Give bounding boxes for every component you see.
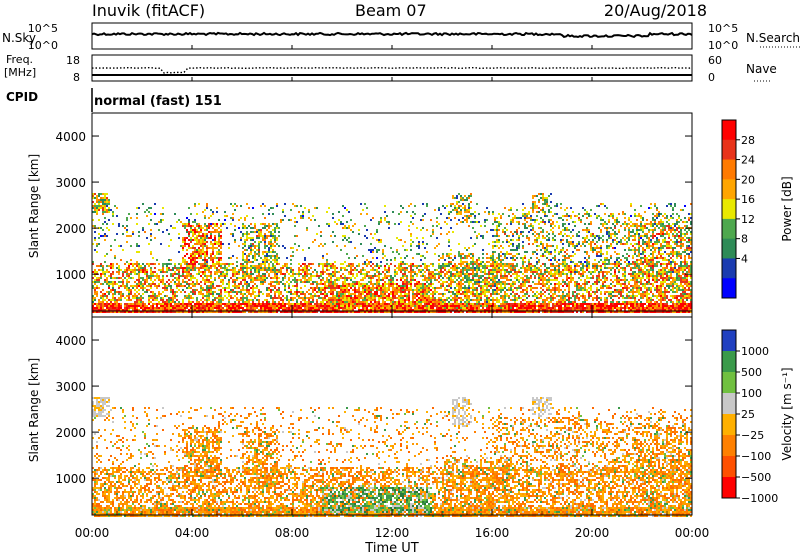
freq-label: Freq. [6,53,33,66]
freq-tick-top: 18 [66,54,80,67]
nsky-series [91,31,693,39]
power-colorbar-segment [722,199,736,220]
vel-colorbar-tick: 500 [741,366,762,379]
power-ytick-label: 1000 [55,268,86,282]
vel-colorbar-segment [722,393,736,415]
vel-colorbar-label: Velocity [m s⁻¹] [780,367,794,460]
vel-colorbar-tick: −500 [741,471,771,484]
vel-colorbar-segment [722,351,736,373]
x-axis-label: Time UT [364,541,418,554]
x-tick-label: 20:00 [575,526,610,540]
power-ytick-label: 4000 [55,130,86,144]
velocity-panel [91,316,693,517]
power-colorbar-segment [722,139,736,161]
vel-colorbar-tick: 100 [741,387,762,400]
x-tick-label: 00:00 [75,526,110,540]
power-colorbar-tick: 4 [741,252,748,265]
nsky-panel: N.Sky 10^5 10^0 N.Search 10^5 10^0 [2,22,800,52]
vel-ytick-label: 4000 [55,334,86,348]
x-tick-label: 16:00 [475,526,510,540]
power-ylabel: Slant Range [km] [27,154,41,258]
station-title: Inuvik (fitACF) [92,1,205,20]
power-colorbar [721,119,737,299]
cpid-value: normal (fast) 151 [94,94,222,109]
x-tick-label: 04:00 [175,526,210,540]
power-colorbar-tick: 20 [741,173,755,186]
vel-colorbar-segment [722,372,736,394]
vel-colorbar-tick: −1000 [741,492,778,505]
nave-tick-bottom: 0 [708,71,715,84]
vel-colorbar-tick: −100 [741,450,771,463]
power-colorbar-segment [722,238,736,259]
vel-ytick-label: 1000 [55,472,86,486]
power-colorbar-tick: 8 [741,233,748,246]
x-tick-label: 00:00 [675,526,710,540]
power-colorbar-segment [722,218,736,240]
power-colorbar-tick: 28 [741,134,755,147]
power-colorbar-tick: 24 [741,154,755,167]
nsearch-label: N.Search [746,31,800,45]
vel-colorbar-tick: −25 [741,429,764,442]
power-ytick-label: 2000 [55,222,86,236]
vel-colorbar-tick: 1000 [741,345,769,358]
nsearch-tick-bottom: 10^0 [708,39,738,52]
vel-colorbar-segment [722,435,736,457]
power-colorbar-tick: 12 [741,213,755,226]
beam-title: Beam 07 [355,1,427,20]
date-title: 20/Aug/2018 [604,1,707,20]
power-colorbar-segment [722,258,736,279]
vel-colorbar-segment [722,477,736,499]
nave-series [91,66,693,74]
x-tick-label: 12:00 [375,526,410,540]
nsearch-tick-top: 10^5 [708,22,738,35]
vel-colorbar-segment [722,456,736,478]
nave-label: Nave [746,62,777,76]
freq-unit: [MHz] [4,66,36,79]
nsky-tick-bottom: 10^0 [28,39,58,52]
vel-ytick-label: 3000 [55,380,86,394]
vel-colorbar-segment [722,414,736,436]
vel-colorbar-tick: 25 [741,408,755,421]
vel-colorbar-segment [722,330,736,352]
freq-tick-bottom: 8 [73,71,80,84]
power-colorbar-label: Power [dB] [780,176,794,241]
freq-panel: Freq. [MHz] 18 8 60 0 Nave [4,53,777,84]
x-axis: 00:00 04:00 08:00 12:00 16:00 20:00 00:00 [75,45,710,540]
power-colorbar-segment [722,120,736,141]
power-ytick-label: 3000 [55,176,86,190]
cpid-label: CPID [6,90,38,104]
nsky-label: N.Sky [2,31,36,45]
vel-ylabel: Slant Range [km] [27,358,41,462]
nave-tick-top: 60 [708,54,722,67]
power-colorbar-tick: 16 [741,193,755,206]
x-tick-label: 08:00 [275,526,310,540]
power-panel [91,112,693,313]
vel-ytick-label: 2000 [55,426,86,440]
power-colorbar-segment [722,179,736,200]
nsky-tick-top: 10^5 [28,22,58,35]
power-colorbar-segment [722,159,736,180]
power-colorbar-segment [722,278,736,299]
